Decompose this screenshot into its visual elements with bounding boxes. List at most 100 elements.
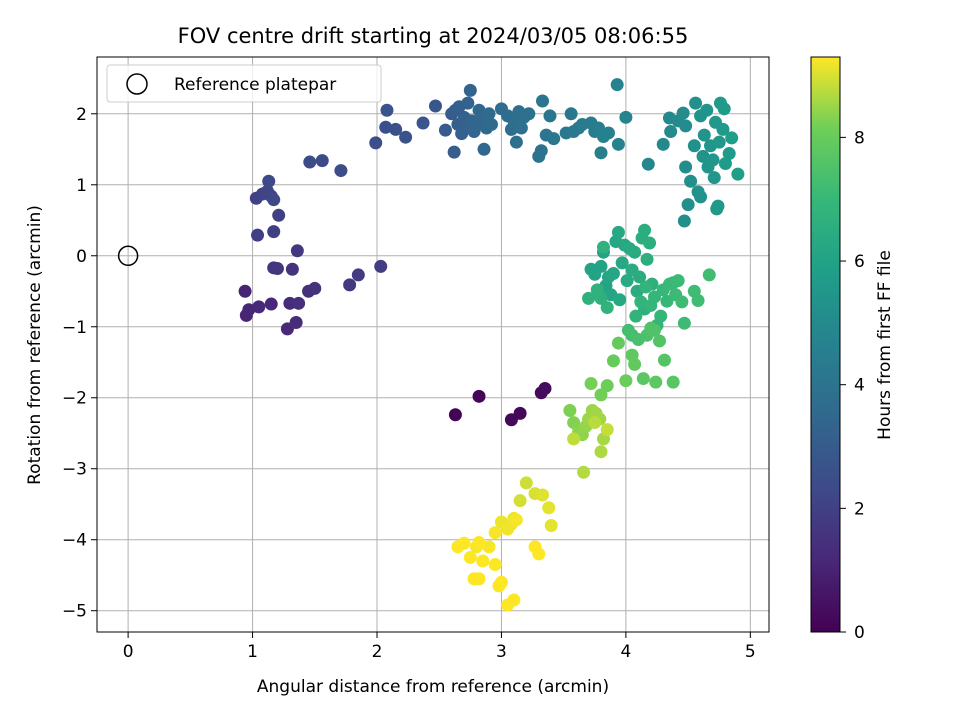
data-point: [600, 379, 614, 393]
colorbar: 0 2 4 6 8 Hours from first FF file: [810, 56, 895, 643]
data-point: [399, 130, 413, 144]
data-point: [542, 501, 556, 515]
data-point: [590, 283, 604, 297]
data-point: [707, 171, 721, 185]
x-tick-label: 4: [620, 642, 631, 662]
data-point: [717, 102, 731, 116]
colorbar-ticks: 0 2 4 6 8: [840, 128, 865, 643]
data-point: [606, 267, 620, 281]
data-point: [588, 416, 602, 430]
chart-title: FOV centre drift starting at 2024/03/05 …: [178, 24, 689, 48]
data-point: [289, 315, 303, 329]
data-point: [488, 526, 502, 540]
data-point: [648, 323, 662, 337]
data-point: [697, 128, 711, 142]
y-tick-label: −4: [62, 531, 87, 551]
data-point: [564, 107, 578, 121]
reference-platepar-marker: [117, 245, 139, 267]
colorbar-label: Hours from first FF file: [875, 250, 895, 440]
data-point: [238, 284, 252, 298]
data-point: [679, 119, 693, 133]
data-point: [334, 164, 348, 178]
data-point: [596, 240, 610, 254]
data-point: [252, 300, 266, 314]
data-point: [696, 149, 710, 163]
data-point: [285, 262, 299, 276]
data-point: [267, 225, 281, 239]
data-point: [629, 309, 643, 323]
scatter-points: [238, 78, 745, 612]
data-point: [606, 354, 620, 368]
data-point: [369, 136, 383, 150]
x-tick-label: 2: [372, 642, 383, 662]
data-point: [461, 96, 475, 110]
colorbar-tick-label: 2: [854, 499, 865, 519]
data-point: [613, 293, 627, 307]
data-point: [718, 156, 732, 170]
data-point: [638, 223, 652, 237]
data-point: [677, 316, 691, 330]
data-point: [601, 126, 615, 140]
data-point: [472, 389, 486, 403]
data-point: [308, 281, 322, 295]
data-point: [536, 488, 550, 502]
data-point: [641, 157, 655, 171]
data-point: [389, 122, 403, 136]
data-point: [543, 109, 557, 123]
y-tick-label: −2: [62, 389, 87, 409]
data-point: [702, 268, 716, 282]
data-point: [689, 96, 703, 110]
data-point: [267, 193, 281, 207]
data-point: [522, 107, 536, 121]
data-point: [536, 94, 550, 108]
data-point: [615, 256, 629, 270]
colorbar-tick-label: 0: [854, 623, 865, 643]
data-point: [676, 106, 690, 120]
data-point: [611, 225, 625, 239]
data-point: [472, 536, 486, 550]
x-tick-label: 0: [123, 642, 134, 662]
data-point: [251, 228, 265, 242]
data-point: [671, 274, 685, 288]
colorbar-gradient: [810, 56, 841, 633]
data-point: [472, 572, 486, 586]
data-point: [482, 107, 496, 121]
data-point: [438, 123, 452, 137]
data-point: [656, 137, 670, 151]
data-point: [567, 432, 581, 446]
data-point: [649, 375, 663, 389]
data-point: [494, 575, 508, 589]
y-tick-label: 0: [76, 247, 87, 267]
data-point: [657, 353, 671, 367]
y-tick-label: 2: [76, 105, 87, 125]
x-tick-label: 3: [496, 642, 507, 662]
data-point: [577, 465, 591, 479]
data-point: [476, 554, 490, 568]
data-point: [694, 190, 708, 204]
data-point: [620, 274, 634, 288]
data-point: [351, 268, 365, 282]
legend: Reference platepar: [106, 64, 382, 103]
y-tick-label: 1: [76, 176, 87, 196]
data-point: [611, 336, 625, 350]
colorbar-tick-label: 6: [854, 252, 865, 272]
data-point: [513, 406, 527, 420]
plot-frame: [96, 56, 770, 633]
axis-ticks: 0 1 2 3 4 5 −5 −4 −3 −2 −1 0 1 2: [62, 105, 756, 662]
data-point: [482, 540, 496, 554]
data-point: [343, 278, 357, 292]
data-point: [691, 293, 705, 307]
data-point: [507, 593, 521, 607]
x-tick-label: 5: [745, 642, 756, 662]
data-point: [628, 245, 642, 259]
data-point: [514, 121, 528, 135]
data-point: [513, 494, 527, 508]
data-point: [272, 208, 286, 222]
data-point: [447, 145, 461, 159]
data-point: [666, 375, 680, 389]
data-point: [594, 445, 608, 459]
data-point: [544, 519, 558, 533]
data-point: [290, 244, 304, 258]
y-axis-label: Rotation from reference (arcmin): [25, 205, 45, 485]
